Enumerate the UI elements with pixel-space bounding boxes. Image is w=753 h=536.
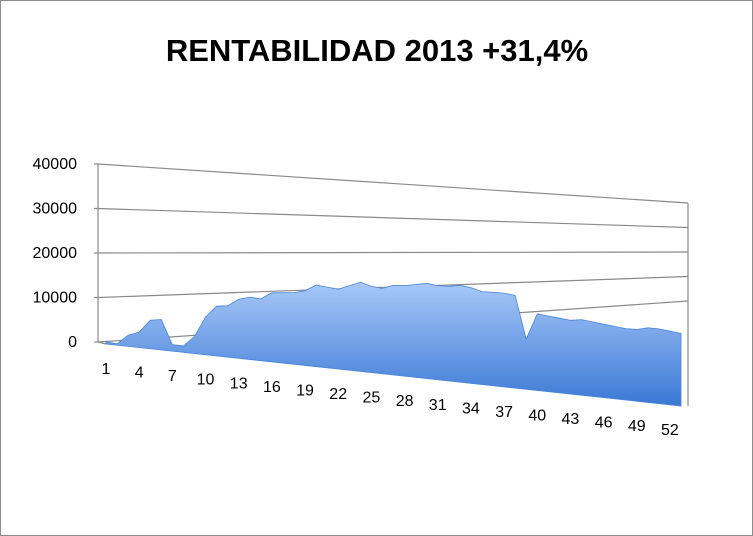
ytick-label-30000: 30000: [33, 201, 78, 218]
ytick-label-10000: 10000: [33, 290, 78, 307]
xtick-label-43: 43: [562, 411, 580, 428]
xtick-label-19: 19: [296, 383, 314, 400]
xtick-label-28: 28: [396, 393, 414, 410]
ytick-label-40000: 40000: [33, 156, 78, 173]
xtick-label-37: 37: [495, 404, 513, 421]
xtick-label-1: 1: [102, 361, 111, 378]
xtick-label-49: 49: [628, 418, 646, 435]
xtick-label-7: 7: [168, 368, 177, 385]
ytick-label-20000: 20000: [33, 245, 78, 262]
chart-title: RENTABILIDAD 2013 +31,4%: [166, 33, 588, 68]
xtick-label-13: 13: [230, 375, 248, 392]
xtick-label-31: 31: [429, 397, 447, 414]
xtick-label-10: 10: [197, 372, 215, 389]
area-series: [105, 281, 682, 407]
y-axis-ticks: 0 10000 20000 30000 40000: [33, 156, 78, 351]
xtick-label-52: 52: [661, 422, 679, 439]
gridline-40000: [97, 163, 689, 204]
gridline-20000: [97, 251, 689, 254]
xtick-label-34: 34: [462, 400, 480, 417]
xtick-label-22: 22: [329, 386, 347, 403]
x-axis-ticks: 1 4 7 10 13 16 19 22 25 28 31 34 37 40 43 46 49 52: [102, 361, 679, 439]
back-wall-left-edge: [97, 164, 107, 345]
gridline-30000: [97, 207, 689, 229]
area-layer: [105, 281, 682, 407]
xtick-label-4: 4: [135, 365, 144, 382]
xtick-label-40: 40: [528, 408, 546, 425]
ytick-label-0: 0: [68, 334, 77, 351]
xtick-label-25: 25: [363, 390, 381, 407]
xtick-label-46: 46: [595, 415, 613, 432]
xtick-label-16: 16: [263, 379, 281, 396]
